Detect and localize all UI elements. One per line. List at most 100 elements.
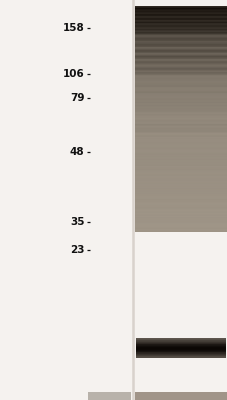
Bar [134, 109, 226, 110]
Bar [134, 20, 226, 21]
Bar [134, 182, 226, 183]
Bar [134, 139, 226, 140]
Bar [134, 135, 226, 136]
Bar [134, 221, 226, 222]
Bar [134, 149, 226, 150]
Bar [135, 354, 225, 355]
Text: 158: 158 [62, 23, 84, 33]
Bar [134, 230, 226, 231]
Bar [134, 66, 226, 67]
Bar [134, 163, 226, 164]
Bar [134, 102, 226, 103]
Bar [134, 84, 226, 85]
Bar [134, 165, 226, 166]
Bar [134, 143, 226, 144]
Bar [134, 118, 226, 119]
Bar [134, 164, 226, 165]
Bar [134, 25, 226, 26]
Text: 79: 79 [69, 93, 84, 103]
Bar [134, 207, 226, 208]
Bar [134, 175, 226, 176]
Bar [134, 68, 226, 69]
Bar [134, 224, 226, 225]
Text: 106: 106 [62, 69, 84, 79]
Bar [134, 12, 226, 13]
Bar [134, 37, 226, 38]
Bar [134, 199, 226, 200]
Bar [134, 155, 226, 156]
Bar [134, 220, 226, 221]
Bar [134, 101, 226, 102]
Bar [134, 132, 226, 133]
Bar [134, 133, 226, 134]
Bar [134, 204, 226, 205]
Bar [135, 344, 225, 345]
Bar [134, 179, 226, 180]
Bar [134, 159, 226, 160]
Bar [134, 225, 226, 226]
Bar [134, 97, 226, 98]
Bar [135, 357, 225, 358]
Bar [134, 119, 226, 120]
Bar [134, 50, 226, 51]
Bar [134, 28, 226, 29]
Bar [134, 216, 226, 217]
Bar [134, 64, 226, 65]
Bar [134, 15, 226, 16]
Bar [135, 340, 225, 341]
Bar [134, 191, 226, 192]
Bar [134, 75, 226, 76]
Bar [134, 78, 226, 79]
Bar [134, 112, 226, 113]
Bar [134, 167, 226, 168]
Bar [134, 174, 226, 175]
Bar [134, 392, 226, 400]
Bar [134, 194, 226, 195]
Bar [134, 103, 226, 104]
Bar [134, 208, 226, 209]
Bar [134, 18, 226, 19]
Bar [134, 33, 226, 34]
Bar [134, 128, 226, 129]
Bar [134, 6, 226, 7]
Bar [135, 355, 225, 356]
Bar [134, 60, 226, 61]
Bar [134, 172, 226, 173]
Bar [134, 210, 226, 211]
Bar [134, 26, 226, 27]
Bar [134, 218, 226, 219]
Bar [135, 339, 225, 340]
Bar [134, 125, 226, 126]
Bar [134, 203, 226, 204]
Bar [134, 138, 226, 139]
Bar [134, 107, 226, 108]
Bar [134, 160, 226, 161]
Bar [135, 350, 225, 351]
Bar [134, 73, 226, 74]
Bar [134, 170, 226, 171]
Bar [134, 231, 226, 232]
Bar [134, 22, 226, 23]
Bar [134, 150, 226, 151]
Bar [134, 98, 226, 99]
Bar [134, 100, 226, 101]
Bar [134, 72, 226, 73]
Bar [134, 223, 226, 224]
Bar [134, 99, 226, 100]
Bar [134, 63, 226, 64]
Bar [134, 201, 226, 202]
Bar [134, 185, 226, 186]
Bar [134, 55, 226, 56]
Bar [134, 192, 226, 193]
Bar [134, 41, 226, 42]
Text: 48: 48 [69, 147, 84, 157]
Bar [134, 115, 226, 116]
Bar [134, 137, 226, 138]
Bar [134, 211, 226, 212]
Bar [134, 134, 226, 135]
Bar [134, 142, 226, 143]
Bar [134, 130, 226, 131]
Bar [134, 131, 226, 132]
Bar [135, 356, 225, 357]
Bar [134, 80, 226, 81]
